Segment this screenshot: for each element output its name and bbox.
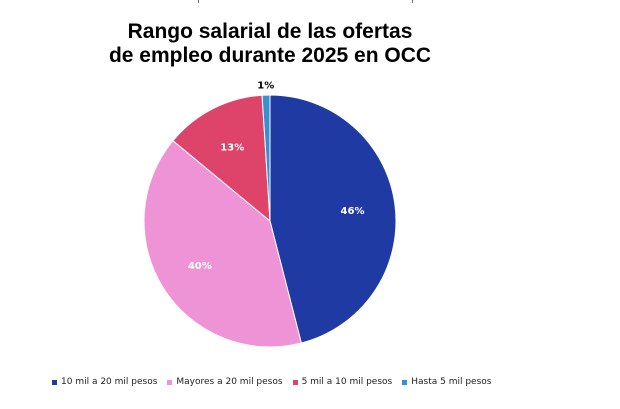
pie-slice <box>269 94 397 344</box>
legend-item: Hasta 5 mil pesos <box>402 377 491 387</box>
chart-legend: 10 mil a 20 mil pesos Mayores a 20 mil pe… <box>52 377 491 387</box>
chart-title-line-2: de empleo durante 2025 en OCC <box>108 44 432 67</box>
legend-swatch <box>167 379 173 385</box>
legend-label: 10 mil a 20 mil pesos <box>61 377 158 387</box>
legend-label: Hasta 5 mil pesos <box>411 377 492 387</box>
legend-item: Mayores a 20 mil pesos <box>167 377 283 387</box>
legend-item: 10 mil a 20 mil pesos <box>52 377 157 387</box>
pie-slice <box>261 94 271 222</box>
legend-label: 5 mil a 10 mil pesos <box>301 377 393 387</box>
legend-swatch <box>52 379 57 385</box>
legend-item: 5 mil a 10 mil pesos <box>292 377 393 387</box>
slice-data-label: 40% <box>188 261 212 272</box>
chart-title: Rango salarial de las ofertas de empleo … <box>0 20 540 68</box>
pie-slice <box>143 139 302 348</box>
legend-label: Mayores a 20 mil pesos <box>176 377 283 387</box>
legend-swatch <box>402 379 408 385</box>
slice-data-label: 13% <box>220 142 244 153</box>
top-edge-mark <box>198 0 199 3</box>
top-edge-mark <box>412 0 413 3</box>
slice-data-label: 46% <box>341 206 365 217</box>
legend-swatch <box>292 379 298 385</box>
chart-title-line-1: Rango salarial de las ofertas <box>127 20 413 43</box>
slice-data-label: 1% <box>257 80 274 91</box>
pie-slice <box>172 94 271 223</box>
